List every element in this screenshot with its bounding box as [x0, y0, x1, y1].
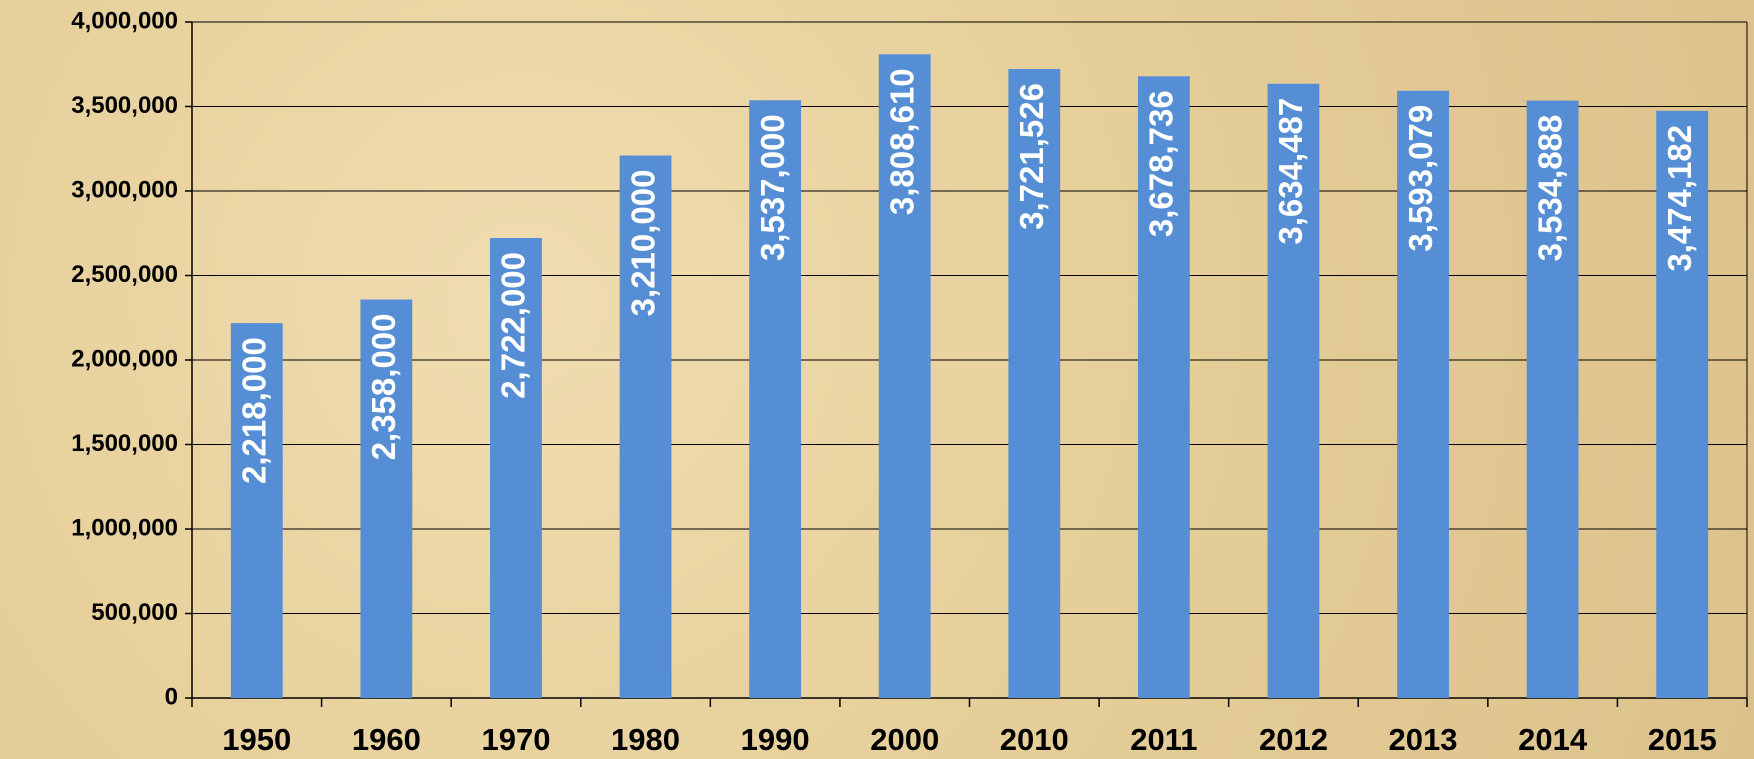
bar: [878, 54, 931, 698]
x-tick-label: 1960: [352, 722, 421, 757]
bar: [749, 100, 802, 698]
y-tick-label: 4,000,000: [71, 7, 178, 34]
data-label: 2,358,000: [365, 313, 402, 460]
x-tick-label: 2015: [1648, 722, 1717, 757]
y-tick-label: 2,000,000: [71, 345, 178, 372]
x-tick-label: 2013: [1389, 722, 1458, 757]
data-label: 3,534,888: [1531, 115, 1568, 262]
bar: [1526, 100, 1579, 698]
bar: [360, 299, 413, 698]
data-label: 3,634,487: [1272, 98, 1309, 245]
data-label: 3,721,526: [1013, 83, 1050, 230]
data-label: 2,722,000: [495, 252, 532, 399]
y-tick-label: 0: [165, 683, 178, 710]
y-tick-label: 3,000,000: [71, 176, 178, 203]
data-label: 3,808,610: [883, 68, 920, 215]
x-tick-label: 2010: [1000, 722, 1069, 757]
bar: [1008, 69, 1061, 698]
x-tick-label: 2014: [1518, 722, 1588, 757]
y-tick-label: 1,500,000: [71, 430, 178, 457]
data-label: 3,474,182: [1661, 125, 1698, 272]
y-tick-label: 1,000,000: [71, 514, 178, 541]
data-label: 3,210,000: [624, 170, 661, 317]
data-label: 3,593,079: [1402, 105, 1439, 252]
bar: [619, 155, 672, 698]
bar: [1137, 76, 1190, 698]
data-label: 3,537,000: [754, 114, 791, 261]
y-tick-label: 3,500,000: [71, 92, 178, 119]
bar: [230, 323, 283, 698]
bar: [1397, 90, 1449, 698]
x-tick-label: 1950: [222, 722, 291, 757]
x-tick-label: 2011: [1130, 722, 1197, 757]
data-label: 2,218,000: [236, 337, 273, 484]
x-tick-label: 1980: [611, 722, 680, 757]
bar: [490, 237, 542, 698]
bar: [1656, 110, 1709, 699]
x-tick-label: 2000: [870, 722, 939, 757]
x-tick-label: 2012: [1259, 722, 1328, 757]
y-tick-label: 2,500,000: [71, 261, 178, 288]
data-label: 3,678,736: [1143, 90, 1180, 237]
bar: [1267, 83, 1320, 698]
x-tick-label: 1990: [741, 722, 810, 757]
x-tick-label: 1970: [481, 722, 550, 757]
y-tick-label: 500,000: [91, 599, 178, 626]
